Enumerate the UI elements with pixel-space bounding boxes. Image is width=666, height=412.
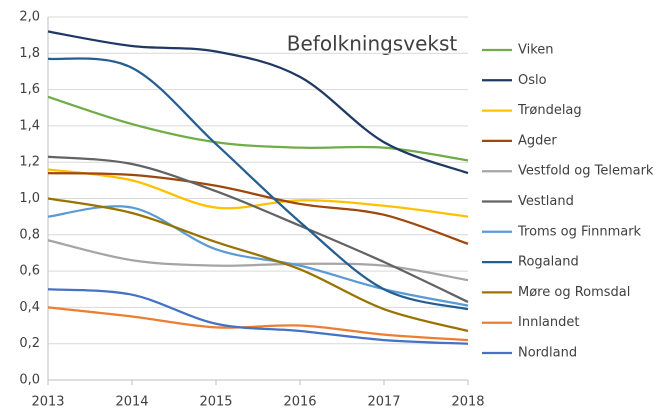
legend-label: Viken — [518, 43, 554, 58]
series-line — [47, 95, 469, 162]
y-tick-label: 1,6 — [19, 82, 40, 97]
x-tick-label: 2013 — [31, 395, 64, 410]
x-tick-label: 2017 — [367, 395, 400, 410]
y-tick-label: 0,4 — [19, 300, 40, 315]
legend-label: Vestland — [518, 194, 574, 209]
legend-label: Møre og Romsdal — [518, 285, 630, 300]
series-line — [47, 168, 469, 218]
legend-label: Rogaland — [518, 255, 579, 270]
y-tick-label: 0,2 — [19, 336, 40, 351]
series-line — [47, 239, 469, 282]
y-tick-label: 1,8 — [19, 46, 40, 61]
legend-label: Oslo — [518, 73, 547, 88]
chart-title: Befolkningsvekst — [287, 32, 458, 56]
legend-label: Innlandet — [518, 315, 579, 330]
series-line — [47, 288, 469, 345]
plot: 0,0 0,2 0,4 0,6 0,8 1,0 1,2 1,4 1,6 1,8 2,0 2013 201… — [19, 10, 654, 410]
x-tick-label: 2016 — [283, 395, 316, 410]
x-tick-label: 2014 — [115, 395, 148, 410]
legend-label: Agder — [518, 133, 557, 148]
y-tick-label: 1,4 — [19, 118, 40, 133]
y-tick-label: 0,6 — [19, 264, 40, 279]
x-tick-label: 2018 — [451, 395, 484, 410]
series-line — [47, 197, 469, 333]
y-tick-label: 0,0 — [19, 373, 40, 388]
series-line — [47, 155, 469, 303]
legend-label: Troms og Finnmark — [517, 224, 642, 239]
series-line — [47, 205, 469, 307]
series-line — [47, 306, 469, 342]
y-tick-label: 0,8 — [19, 227, 40, 242]
y-tick-label: 2,0 — [19, 10, 40, 25]
series-line — [47, 57, 469, 311]
legend-label: Vestfold og Telemark — [518, 164, 654, 179]
legend-label: Nordland — [518, 346, 577, 361]
series-line — [47, 30, 469, 175]
series-line — [47, 171, 469, 245]
x-tick-label: 2015 — [199, 395, 232, 410]
y-tick-label: 1,0 — [19, 191, 40, 206]
y-tick-label: 1,2 — [19, 155, 40, 170]
legend-label: Trøndelag — [517, 103, 582, 118]
